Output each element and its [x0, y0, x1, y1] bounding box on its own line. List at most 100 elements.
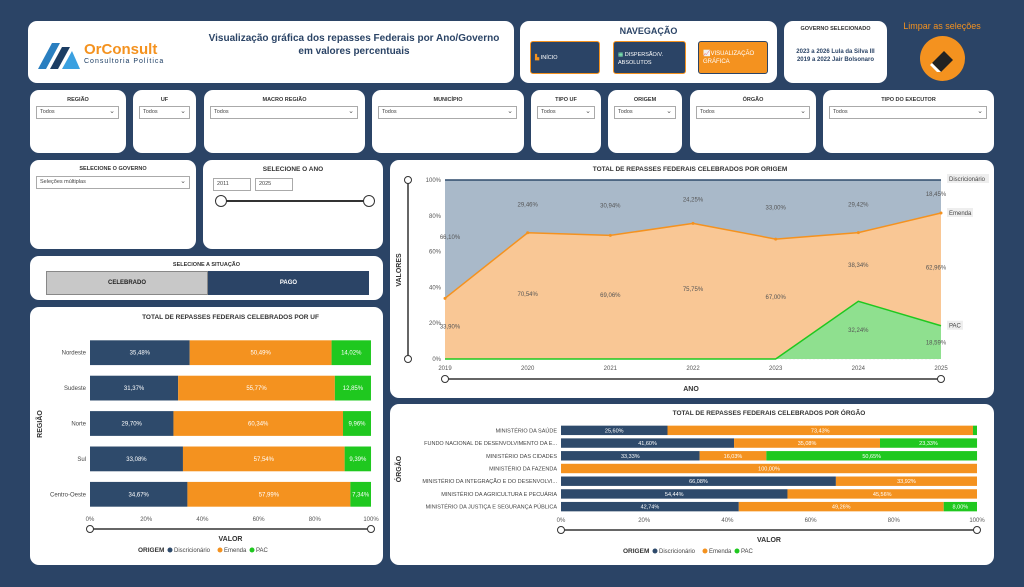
filter-tipouf-value: Todos — [541, 109, 556, 115]
ano-slider-track[interactable] — [221, 200, 369, 202]
filter-tipoexec-select[interactable]: Todos ⌄ — [829, 106, 987, 119]
category-label: Nordeste — [62, 351, 87, 357]
filter-tipouf-select[interactable]: Todos ⌄ — [537, 106, 595, 119]
filter-orgao-select[interactable]: Todos ⌄ — [696, 106, 810, 119]
bar-segment-pac — [331, 340, 371, 366]
bar-segment-disc — [90, 481, 188, 507]
series-label-bg — [947, 320, 963, 330]
y-tick-label: 80% — [429, 214, 442, 220]
x-tick-label: 0% — [557, 518, 566, 524]
filter-origem-select[interactable]: Todos ⌄ — [614, 106, 676, 119]
sel-ano-card: SELECIONE O ANO 2011 2025 — [203, 160, 383, 249]
governo-line1: 2023 a 2026 Lula da Silva III — [796, 49, 875, 55]
chart-icon: 📈 — [703, 51, 711, 57]
ano-slider-handle-start[interactable] — [215, 195, 227, 207]
ano-slider-handle-end[interactable] — [363, 195, 375, 207]
y-scroll-handle-start — [404, 176, 412, 184]
point-emenda — [608, 233, 612, 237]
y-axis-title: ÓRGÃO — [394, 455, 403, 482]
series-end-label-disc: Discricionário — [949, 177, 986, 183]
data-label-disc: 29,42% — [848, 202, 869, 208]
data-label-disc: 33,00% — [765, 206, 786, 212]
filter-tipouf-label: TIPO UF — [555, 97, 577, 103]
area-emenda — [445, 213, 941, 359]
data-label: 35,08% — [798, 441, 817, 447]
x-tick-label: 80% — [309, 517, 322, 523]
governo-label: GOVERNO SELECIONADO — [800, 26, 871, 32]
governo-values: 2023 a 2026 Lula da Silva III 2019 a 202… — [784, 48, 887, 64]
legend-label-pac: PAC — [741, 549, 754, 555]
point-emenda — [691, 221, 695, 225]
logo-mark — [38, 43, 80, 69]
bar-segment-disc — [561, 451, 700, 461]
filter-uf-value: Todos — [143, 109, 158, 115]
x-tick-label: 2019 — [438, 366, 452, 372]
situacao-pago-button[interactable]: PAGO — [208, 271, 369, 295]
nav-visual-label2: GRÁFICA — [703, 59, 730, 65]
legend-swatch-emenda — [702, 548, 708, 554]
sel-governo-select[interactable]: Seleções múltiplas ⌄ — [36, 176, 190, 189]
filter-municipio-select[interactable]: Todos ⌄ — [378, 106, 517, 119]
legend-label-emenda: Emenda — [709, 549, 732, 555]
filter-macro-select[interactable]: Todos ⌄ — [210, 106, 358, 119]
nav-dispersao-button[interactable]: ▦ DISPERSÃO/V. ABSOLUTOS — [613, 41, 686, 74]
page-title-line2: em valores percentuais — [298, 46, 410, 57]
point-emenda — [856, 231, 860, 235]
chevron-down-icon: ⌄ — [109, 108, 115, 115]
data-label-emenda: 62,96% — [926, 265, 947, 271]
clear-selections-button[interactable] — [920, 36, 965, 81]
data-label: 54,44% — [665, 492, 684, 498]
bar-segment-disc — [90, 411, 174, 436]
filter-uf-label: UF — [160, 97, 169, 103]
data-label-disc: 29,46% — [517, 202, 538, 208]
data-label: 100,00% — [758, 467, 780, 473]
filter-regiao-select[interactable]: Todos ⌄ — [36, 106, 119, 119]
x-tick-label: 0% — [86, 517, 95, 523]
nav-inicio-button[interactable]: ▙ INÍCIO — [530, 41, 600, 74]
governo-line2: 2019 a 2022 Jair Bolsonaro — [796, 57, 875, 63]
chevron-down-icon: ⌄ — [507, 108, 513, 115]
data-label: 55,77% — [246, 386, 267, 392]
y-axis-title: REGIÃO — [35, 410, 44, 438]
ano-to-input[interactable]: 2025 — [255, 178, 293, 191]
bar-segment-pac — [343, 411, 371, 436]
bar-segment-pac — [334, 375, 371, 401]
situacao-celebrado-button[interactable]: CELEBRADO — [46, 271, 208, 295]
point-emenda — [774, 237, 778, 241]
bar-segment-emenda — [699, 451, 767, 461]
category-label: MINISTÉRIO DAS CIDADES — [486, 453, 557, 460]
legend-title: ORIGEM — [623, 548, 649, 555]
bar-segment-disc — [90, 446, 183, 472]
governo-card: GOVERNO SELECIONADO 2023 a 2026 Lula da … — [784, 21, 887, 83]
bar-segment-pac — [972, 425, 977, 436]
area-discricionario — [445, 180, 941, 299]
eraser-icon — [930, 51, 953, 72]
bar-segment-pac — [350, 481, 371, 507]
x-tick-label: 40% — [721, 518, 734, 524]
data-label: 31,37% — [124, 386, 145, 392]
orgao-bar-chart: TOTAL DE REPASSES FEDERAIS CELEBRADOS PO… — [394, 408, 985, 555]
nav-inicio-label: INÍCIO — [540, 55, 558, 61]
data-label: 33,92% — [897, 479, 916, 485]
bar-segment-emenda — [561, 463, 977, 474]
filter-orgao-label: ÓRGÃO — [742, 97, 764, 103]
nav-title: NAVEGAÇÃO — [619, 26, 678, 36]
x-tick-label: 2023 — [769, 366, 783, 372]
sel-governo-card: SELECIONE O GOVERNO Seleções múltiplas ⌄ — [30, 160, 196, 249]
category-label: Centro-Oeste — [50, 492, 87, 498]
data-label-emenda: 69,06% — [600, 293, 621, 299]
filter-uf-select[interactable]: Todos ⌄ — [139, 106, 190, 119]
filter-municipio-card: MUNICÍPIO Todos ⌄ — [372, 90, 524, 153]
sel-governo-label: SELECIONE O GOVERNO — [79, 166, 147, 172]
x-tick-label: 2022 — [686, 366, 700, 372]
x-axis-title: VALOR — [219, 536, 243, 543]
bar-segment-pac — [766, 451, 978, 461]
filter-regiao-value: Todos — [40, 109, 55, 115]
data-label-emenda: 38,34% — [848, 263, 869, 269]
ano-from-input[interactable]: 2011 — [213, 178, 251, 191]
nav-visualizacao-button[interactable]: 📈VISUALIZAÇÃO GRÁFICA — [698, 41, 768, 74]
bar-segment-disc — [561, 476, 836, 486]
situacao-celebrado-label: CELEBRADO — [107, 280, 146, 286]
x-tick-label: 60% — [805, 518, 818, 524]
page-title: Visualização gráfica dos repasses Federa… — [204, 32, 504, 58]
